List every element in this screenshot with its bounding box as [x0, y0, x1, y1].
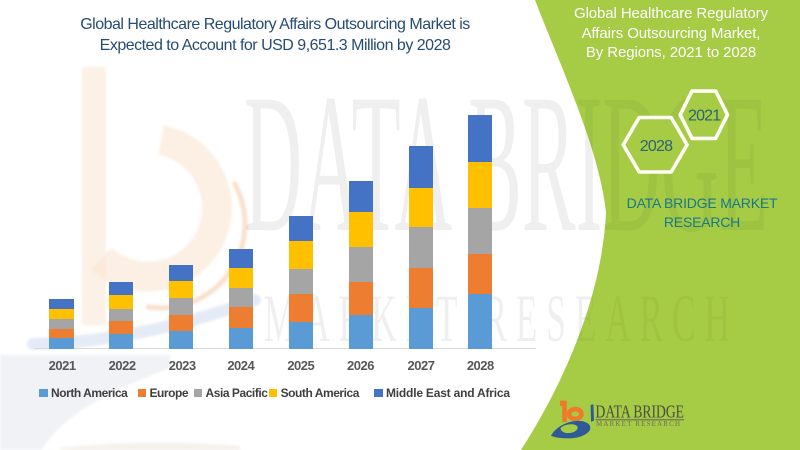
svg-text:MARKET RESEARCH: MARKET RESEARCH [596, 420, 680, 428]
svg-text:MARKET RESEARCH: MARKET RESEARCH [264, 281, 739, 356]
svg-text:2021: 2021 [688, 108, 721, 125]
svg-text:2028: 2028 [640, 138, 673, 155]
svg-text:DATA BRIDGE: DATA BRIDGE [596, 402, 685, 422]
